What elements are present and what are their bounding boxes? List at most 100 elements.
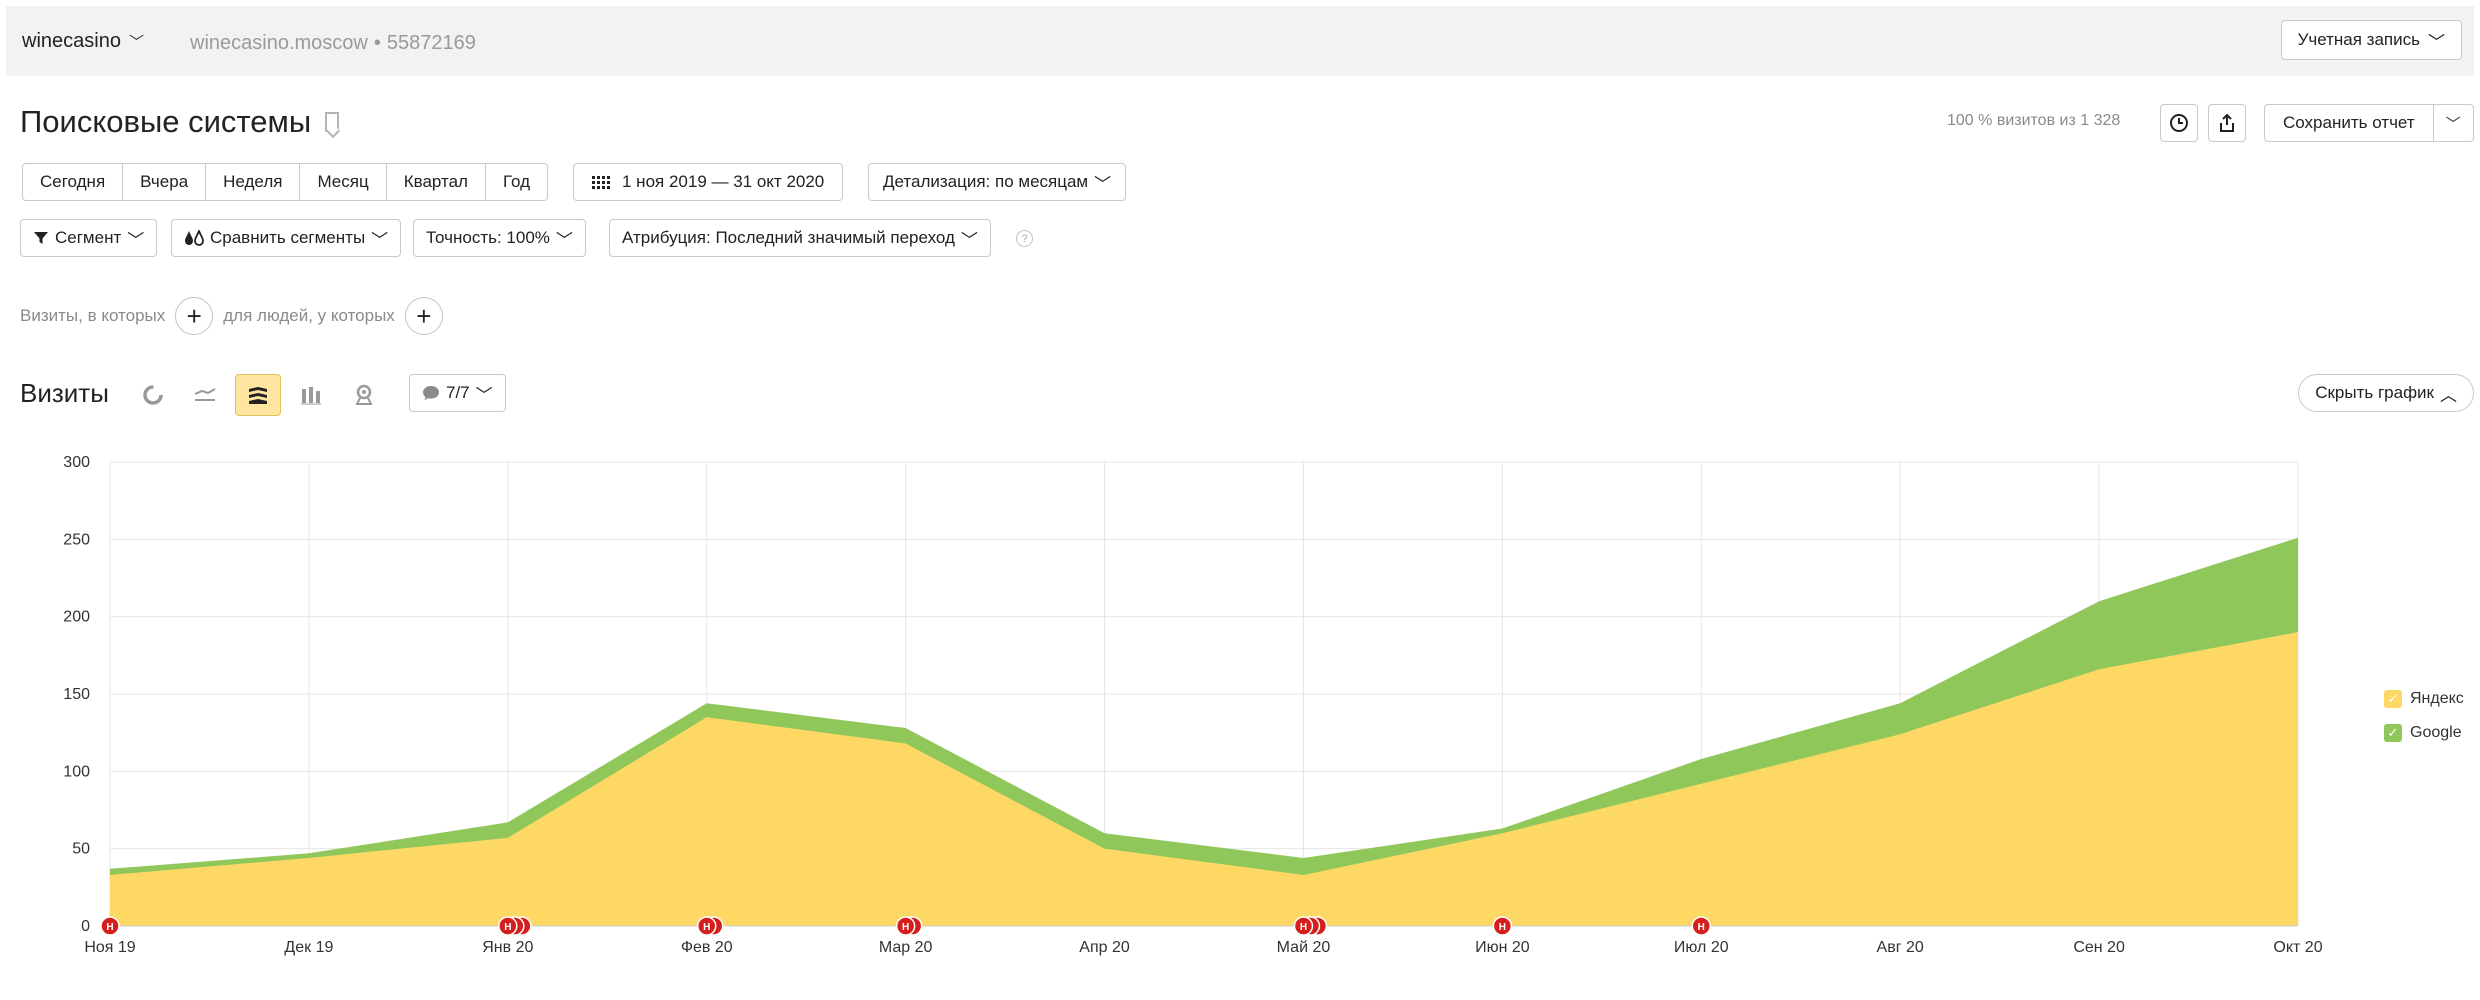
site-domain: winecasino.moscow: [190, 32, 368, 54]
chart-type-bar[interactable]: [288, 374, 334, 416]
chart-type-area[interactable]: [235, 374, 281, 416]
y-tick-label: 50: [72, 841, 90, 858]
note-marker-label: Н: [703, 922, 710, 933]
history-button[interactable]: [2160, 104, 2198, 142]
chevron-down-icon: ﹀: [2428, 32, 2445, 52]
visits-share: 100 % визитов из 1 328: [1947, 112, 2121, 129]
note-marker-label: Н: [106, 922, 113, 933]
top-bar: winecasino ﹀ winecasino.moscow • 55872169 …: [6, 6, 2474, 76]
comment-icon: [423, 386, 439, 400]
account-button[interactable]: Учетная запись ﹀: [2280, 20, 2462, 60]
filter-icon: [34, 232, 48, 244]
save-options-button[interactable]: ﹀: [2433, 104, 2474, 142]
note-marker: [100, 916, 120, 936]
visits-condition-label: Визиты, в которых: [20, 306, 166, 325]
plus-icon: +: [186, 301, 202, 331]
checkbox-checked-icon[interactable]: ✓: [2384, 690, 2402, 708]
chart-type-line[interactable]: [182, 374, 228, 416]
x-tick-label: Дек 19: [284, 939, 333, 956]
note-marker-label: Н: [1300, 922, 1307, 933]
hide-chart-label: Скрыть график: [2315, 383, 2434, 402]
chart-type-map[interactable]: [341, 374, 387, 416]
compare-icon: [185, 230, 204, 246]
chevron-down-icon: ﹀: [128, 34, 144, 51]
x-tick-label: Июн 20: [1475, 939, 1530, 956]
x-tick-label: Янв 20: [482, 939, 533, 956]
period-quarter[interactable]: Квартал: [386, 163, 486, 201]
period-today[interactable]: Сегодня: [22, 163, 124, 201]
notes-button[interactable]: 7/7 ﹀: [409, 374, 506, 412]
chart-type-pie[interactable]: [130, 374, 176, 416]
x-tick-label: Май 20: [1277, 939, 1331, 956]
y-tick-label: 150: [63, 686, 90, 703]
pie-chart-icon: [143, 385, 163, 405]
note-marker-label: Н: [1499, 922, 1506, 933]
legend-item-google[interactable]: ✓ Google: [2384, 716, 2464, 750]
separator-dot: •: [373, 32, 381, 54]
chevron-down-icon: ﹀: [1094, 174, 1112, 194]
page-title: Поисковые системы: [20, 104, 340, 140]
note-marker: [1492, 916, 1513, 936]
visits-area-chart: 0 50 100 150 200 250 300 Ноя 19 Дек 19 Янв 20 Фев …: [63, 454, 2322, 956]
accuracy-label: Точность: 100%: [426, 228, 550, 247]
note-marker-label: Н: [504, 922, 511, 933]
chart-legend: ✓ Яндекс ✓ Google: [2384, 682, 2464, 750]
note-marker-label: Н: [902, 922, 909, 933]
chevron-down-icon: ﹀: [555, 230, 573, 250]
add-people-condition-button[interactable]: +: [404, 297, 443, 335]
checkbox-checked-icon[interactable]: ✓: [2384, 724, 2402, 742]
counter-selector[interactable]: winecasino ﹀: [22, 30, 144, 53]
accuracy-button[interactable]: Точность: 100% ﹀: [413, 219, 586, 257]
chevron-down-icon: ﹀: [127, 230, 145, 250]
period-yesterday[interactable]: Вчера: [123, 163, 207, 201]
series-area-yandex: [110, 632, 2298, 926]
period-week[interactable]: Неделя: [206, 163, 301, 201]
date-range-label: 1 ноя 2019 — 31 окт 2020: [622, 172, 825, 191]
map-pin-icon: [355, 384, 373, 405]
period-month[interactable]: Месяц: [300, 163, 387, 201]
segment-button[interactable]: Сегмент ﹀: [20, 219, 158, 257]
note-marker: [895, 916, 916, 936]
note-marker: [1691, 916, 1712, 936]
note-marker-label: Н: [1698, 922, 1705, 933]
clock-icon: [2170, 114, 2188, 132]
bar-chart-icon: [301, 387, 321, 405]
chevron-down-icon: ﹀: [371, 230, 389, 250]
bookmark-icon[interactable]: [325, 112, 340, 132]
save-report-button[interactable]: Сохранить отчет: [2264, 104, 2434, 142]
counter-name: winecasino: [22, 30, 121, 52]
counter-id: 55872169: [386, 32, 476, 54]
chevron-down-icon: ﹀: [475, 385, 493, 405]
x-tick-label: Апр 20: [1079, 939, 1130, 956]
y-tick-label: 300: [63, 454, 90, 471]
account-label: Учетная запись: [2297, 30, 2420, 49]
page-title-text: Поисковые системы: [20, 104, 312, 139]
conditions-row: Визиты, в которых + для людей, у которых…: [20, 296, 443, 336]
save-report-group: Сохранить отчет ﹀: [2264, 104, 2474, 142]
y-tick-label: 100: [63, 763, 90, 780]
detail-select[interactable]: Детализация: по месяцам ﹀: [868, 163, 1127, 201]
chevron-down-icon: ﹀: [960, 230, 978, 250]
x-tick-label: Июл 20: [1674, 939, 1729, 956]
compare-label: Сравнить сегменты: [210, 228, 366, 247]
note-marker: [696, 916, 717, 936]
period-year[interactable]: Год: [485, 163, 549, 201]
people-condition-label: для людей, у которых: [223, 306, 395, 325]
attribution-label: Атрибуция: Последний значимый переход: [622, 228, 955, 247]
y-tick-label: 250: [63, 531, 90, 548]
area-chart-icon: [249, 387, 267, 404]
date-range-button[interactable]: 1 ноя 2019 — 31 окт 2020: [573, 163, 844, 201]
attribution-button[interactable]: Атрибуция: Последний значимый переход ﹀: [609, 219, 991, 257]
export-button[interactable]: [2208, 104, 2246, 142]
plus-icon: +: [416, 301, 432, 331]
compare-segments-button[interactable]: Сравнить сегменты ﹀: [171, 219, 402, 257]
legend-label: Google: [2410, 724, 2462, 741]
legend-label: Яндекс: [2410, 690, 2464, 707]
x-tick-label: Авг 20: [1877, 939, 1924, 956]
period-selector: Сегодня Вчера Неделя Месяц Квартал Год: [22, 163, 549, 201]
legend-item-yandex[interactable]: ✓ Яндекс: [2384, 682, 2464, 716]
note-marker: [498, 916, 518, 936]
add-visit-condition-button[interactable]: +: [175, 297, 214, 335]
hide-chart-button[interactable]: Скрыть график ︿: [2298, 374, 2474, 412]
help-icon[interactable]: ?: [1016, 230, 1033, 247]
